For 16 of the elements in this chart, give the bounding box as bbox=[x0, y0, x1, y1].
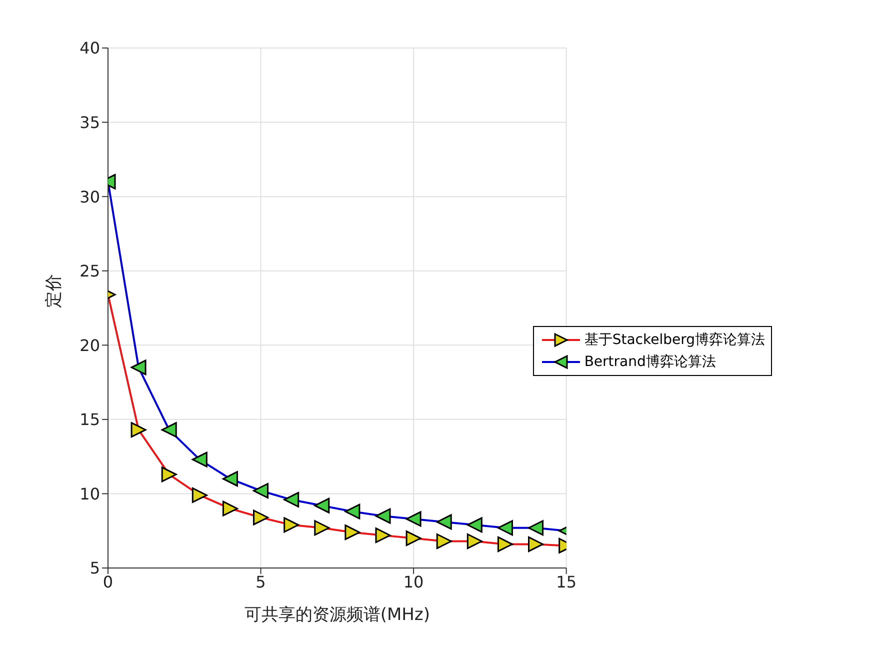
y-tick-label: 10 bbox=[80, 484, 100, 504]
y-tick-label: 25 bbox=[80, 262, 100, 281]
x-tick-label: 0 bbox=[102, 572, 114, 592]
y-tick-label: 35 bbox=[80, 112, 100, 132]
y-tick-label: 20 bbox=[80, 336, 100, 355]
y-tick-label: 15 bbox=[80, 410, 100, 430]
y-tick-label: 5 bbox=[90, 558, 100, 578]
x-tick-label: 5 bbox=[256, 572, 266, 592]
x-tick-label: 15 bbox=[556, 572, 577, 592]
x-tick-label: 10 bbox=[403, 572, 424, 592]
legend-label: Bertrand博弈论算法 bbox=[584, 353, 716, 371]
y-tick-label: 40 bbox=[80, 38, 100, 58]
legend-label: 基于Stackelberg博弈论算法 bbox=[584, 331, 765, 349]
x-axis-title: 可共享的资源频谱(MHz) bbox=[244, 605, 430, 625]
y-axis-title: 定价 bbox=[44, 274, 64, 308]
y-tick-label: 30 bbox=[80, 187, 100, 206]
